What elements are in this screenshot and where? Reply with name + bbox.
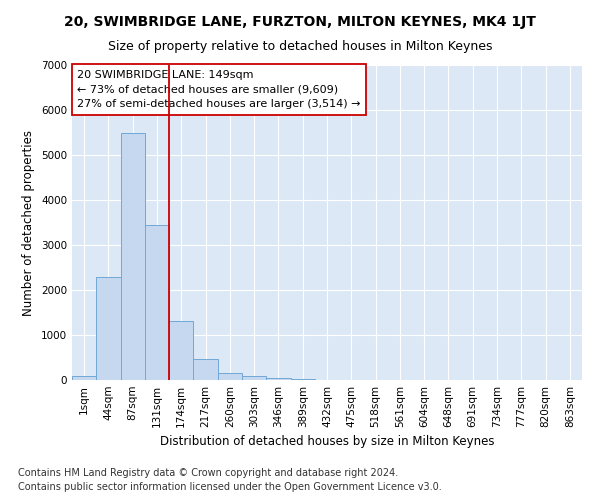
Bar <box>193 359 218 380</box>
Bar <box>290 378 315 380</box>
Bar <box>72 376 96 380</box>
Bar <box>169 320 193 380</box>
Bar <box>121 134 145 380</box>
Y-axis label: Number of detached properties: Number of detached properties <box>22 130 35 316</box>
Text: 20 SWIMBRIDGE LANE: 149sqm
← 73% of detached houses are smaller (9,609)
27% of s: 20 SWIMBRIDGE LANE: 149sqm ← 73% of deta… <box>77 70 361 110</box>
Text: Contains HM Land Registry data © Crown copyright and database right 2024.: Contains HM Land Registry data © Crown c… <box>18 468 398 477</box>
Bar <box>96 278 121 380</box>
Text: Size of property relative to detached houses in Milton Keynes: Size of property relative to detached ho… <box>108 40 492 53</box>
X-axis label: Distribution of detached houses by size in Milton Keynes: Distribution of detached houses by size … <box>160 436 494 448</box>
Bar <box>266 378 290 380</box>
Bar <box>242 376 266 380</box>
Bar <box>218 373 242 380</box>
Text: 20, SWIMBRIDGE LANE, FURZTON, MILTON KEYNES, MK4 1JT: 20, SWIMBRIDGE LANE, FURZTON, MILTON KEY… <box>64 15 536 29</box>
Text: Contains public sector information licensed under the Open Government Licence v3: Contains public sector information licen… <box>18 482 442 492</box>
Bar <box>145 225 169 380</box>
